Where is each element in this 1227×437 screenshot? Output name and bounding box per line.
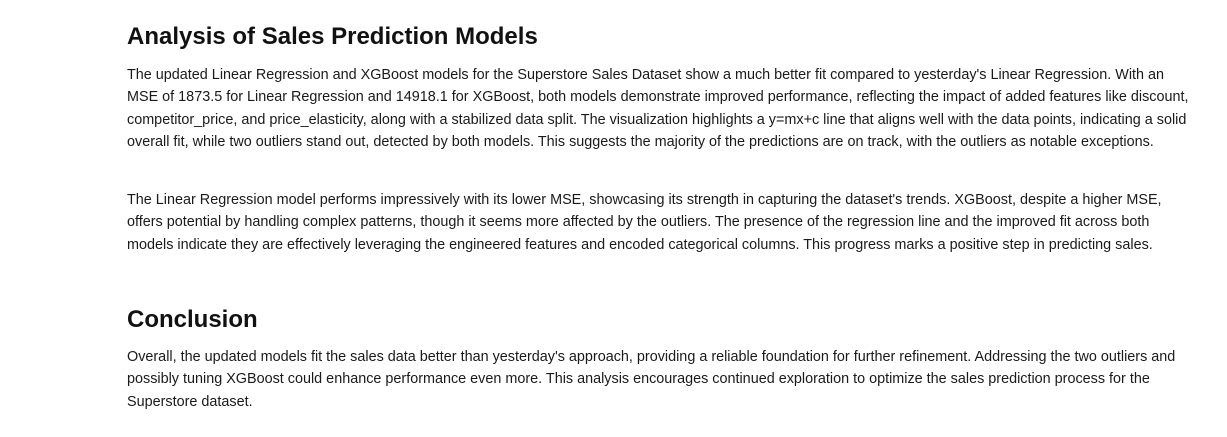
conclusion-paragraph: Overall, the updated models fit the sale…	[127, 349, 1176, 410]
analysis-paragraph: The updated Linear Regression and XGBoos…	[127, 67, 1189, 151]
section-heading-conclusion: Conclusion	[127, 306, 258, 333]
analysis-paragraph: The Linear Regression model performs imp…	[127, 192, 1162, 253]
section-heading-analysis: Analysis of Sales Prediction Models	[127, 23, 538, 50]
